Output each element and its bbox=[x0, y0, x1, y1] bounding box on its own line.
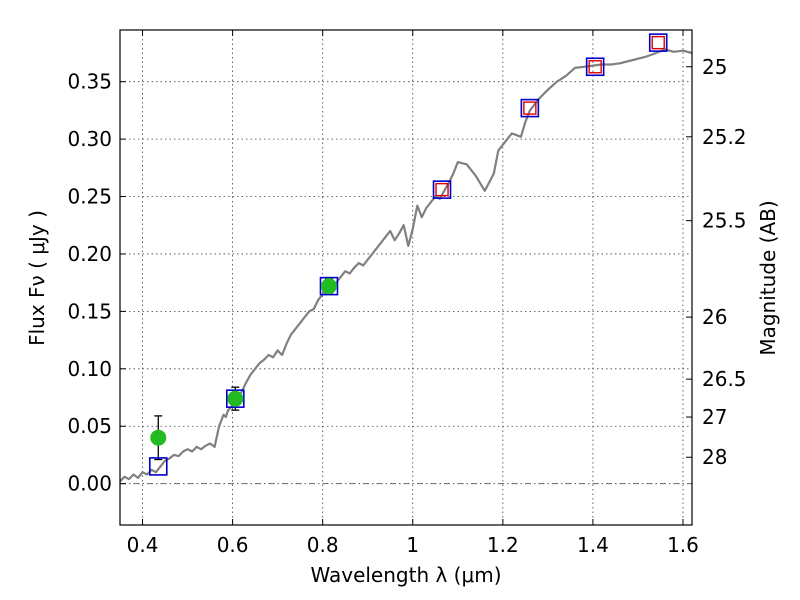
y-tick-label: 0.20 bbox=[67, 242, 112, 266]
right-tick-label: 26 bbox=[702, 305, 727, 329]
synthetic-photometry-point bbox=[588, 60, 602, 74]
data-series bbox=[119, 33, 693, 483]
synthetic-photometry-point bbox=[435, 182, 449, 197]
model-photometry-point bbox=[148, 457, 168, 476]
observed-photometry-point bbox=[227, 390, 244, 407]
observed-photometry-point bbox=[320, 278, 337, 295]
right-tick-label: 27 bbox=[702, 405, 727, 429]
y-tick-label: 0.10 bbox=[67, 357, 112, 381]
model-photometry-point bbox=[520, 98, 540, 118]
x-tick-label: 1.4 bbox=[577, 533, 609, 557]
y-tick-label: 0.05 bbox=[67, 414, 112, 438]
right-axis-label: Magnitude (AB) bbox=[756, 200, 780, 355]
model-photometry-point bbox=[226, 389, 245, 408]
y-tick-label: 0.35 bbox=[67, 70, 112, 94]
model-photometry-point bbox=[432, 180, 452, 199]
x-tick-label: 1.6 bbox=[667, 533, 699, 557]
y-tick-label: 0.25 bbox=[67, 185, 112, 209]
x-tick-label: 0.8 bbox=[307, 533, 339, 557]
right-tick-label: 25 bbox=[702, 55, 727, 79]
y-tick-label: 0.00 bbox=[67, 472, 112, 496]
observed-photometry-point bbox=[150, 429, 167, 446]
right-tick-label: 25.5 bbox=[702, 209, 747, 233]
x-tick-label: 0.4 bbox=[127, 533, 159, 557]
synthetic-photometry-point bbox=[523, 101, 537, 115]
y-tick-label: 0.15 bbox=[67, 299, 112, 323]
right-tick-label: 26.5 bbox=[702, 367, 747, 391]
grid-lines bbox=[120, 30, 692, 525]
y-axis-label: Flux Fν ( μJy ) bbox=[25, 210, 49, 346]
x-tick-label: 1 bbox=[406, 533, 419, 557]
model-photometry-point bbox=[319, 276, 339, 296]
synthetic-photometry-point bbox=[651, 35, 665, 50]
y-tick-label: 0.30 bbox=[67, 127, 112, 151]
model-photometry-point bbox=[648, 33, 668, 52]
right-tick-label: 25.2 bbox=[702, 125, 747, 149]
model-photometry-point bbox=[585, 57, 605, 77]
plot-frame bbox=[119, 29, 693, 526]
x-tick-label: 1.2 bbox=[487, 533, 519, 557]
model-spectrum-line bbox=[119, 48, 693, 483]
x-axis-label: Wavelength λ (μm) bbox=[310, 563, 501, 587]
axis-ticks: 0.4 0.6 0.8 1 1.2 1.4 1.6 0.00 0.05 0.10 0.15 0.20 0… bbox=[67, 30, 747, 557]
x-tick-label: 0.6 bbox=[217, 533, 249, 557]
right-tick-label: 28 bbox=[702, 445, 727, 469]
